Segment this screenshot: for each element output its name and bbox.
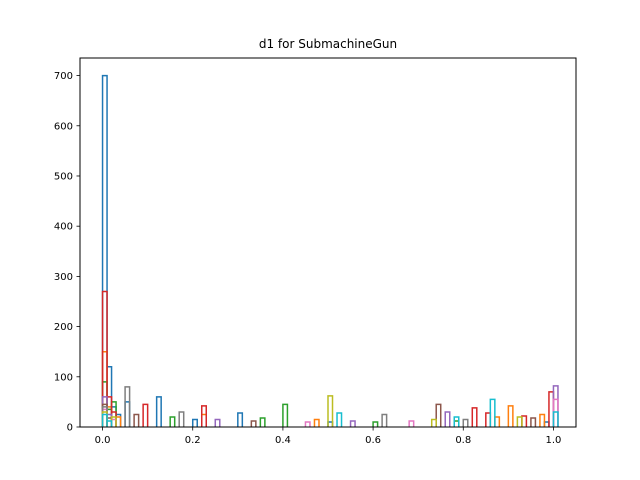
x-tick-label: 0.8 <box>455 435 471 446</box>
x-tick-label: 0.4 <box>275 435 291 446</box>
y-tick-label: 600 <box>54 121 73 132</box>
histogram-series-2 <box>101 381 460 427</box>
x-tick-label: 0.2 <box>185 435 201 446</box>
y-tick-label: 400 <box>54 222 73 233</box>
histogram-series-4 <box>101 385 559 427</box>
histogram-series-7 <box>101 386 469 427</box>
x-tick-label: 1.0 <box>546 435 562 446</box>
chart-title: d1 for SubmachineGun <box>259 37 397 51</box>
y-axis: 0 100 200 300 400 500 600 700 <box>54 71 80 434</box>
histogram-series-6 <box>101 398 559 427</box>
x-tick-label: 0.6 <box>365 435 381 446</box>
y-tick-label: 700 <box>54 71 73 82</box>
histogram-series-0 <box>101 74 550 427</box>
histogram-series-9 <box>101 398 559 427</box>
histogram-series-3 <box>101 290 555 427</box>
plot-area <box>101 74 559 427</box>
x-axis: 0.0 0.2 0.4 0.6 0.8 1.0 <box>95 427 562 446</box>
y-tick-label: 100 <box>54 372 73 383</box>
histogram-series-5 <box>101 403 537 427</box>
x-tick-label: 0.0 <box>95 435 111 446</box>
y-tick-label: 500 <box>54 171 73 182</box>
y-tick-label: 0 <box>67 423 73 434</box>
histogram-series-1 <box>101 350 546 427</box>
y-tick-label: 200 <box>54 322 73 333</box>
y-tick-label: 300 <box>54 272 73 283</box>
histogram-series-8 <box>101 395 523 427</box>
axes-frame <box>79 57 577 428</box>
